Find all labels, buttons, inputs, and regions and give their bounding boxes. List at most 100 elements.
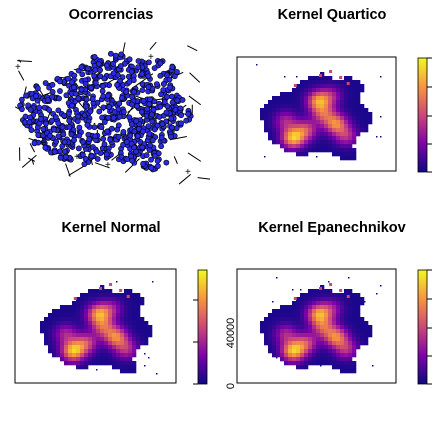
heatmap-quartico-cell (348, 104, 353, 109)
heatmap-epanechnikov-cell (320, 309, 325, 314)
heatmap-quartico-cell (284, 136, 289, 141)
heatmap-quartico-cell (308, 112, 313, 117)
occurrence-point (84, 122, 91, 128)
heatmap-epanechnikov-cell (308, 345, 313, 350)
heatmap-epanechnikov-cell (368, 333, 373, 338)
heatmap-quartico-cell (340, 120, 345, 125)
occurrence-point (71, 72, 78, 79)
occurrence-point (61, 139, 68, 145)
heatmap-epanechnikov-cell (300, 337, 305, 342)
occurrence-point (81, 161, 88, 167)
heatmap-normal-cell (104, 341, 109, 346)
heatmap-quartico (256, 64, 382, 161)
heatmap-epanechnikov-cell (348, 289, 353, 294)
heatmap-quartico-cell (296, 128, 301, 133)
heatmap-quartico-cell (336, 128, 341, 133)
occurrence-point (40, 139, 47, 146)
heatmap-normal-cell (88, 313, 93, 318)
occurrence-point (69, 79, 75, 86)
heatmap-epanechnikov-cell (336, 325, 341, 330)
heatmap-epanechnikov-cell (292, 289, 294, 291)
heatmap-quartico-cell (320, 132, 325, 137)
heatmap-quartico-cell (304, 96, 309, 101)
heatmap-normal-cell (104, 357, 109, 362)
heatmap-normal-cell (88, 317, 93, 322)
heatmap-epanechnikov-cell (336, 349, 341, 354)
heatmap-normal-cell (136, 321, 141, 326)
heatmap-epanechnikov-cell (344, 361, 349, 366)
heatmap-quartico-cell (328, 96, 333, 101)
heatmap-epanechnikov-cell (360, 321, 365, 326)
heatmap-epanechnikov-cell (352, 301, 357, 306)
heatmap-normal-cell (112, 317, 117, 322)
heatmap-quartico-cell (356, 128, 361, 133)
occurrence-point (128, 121, 135, 128)
heatmap-epanechnikov-cell (280, 309, 285, 314)
heatmap-epanechnikov-cell (336, 293, 341, 298)
heatmap-normal-cell (56, 329, 61, 334)
heatmap-quartico-cell (268, 108, 273, 113)
heatmap-quartico-cell (300, 112, 305, 117)
heatmap-quartico-cell (360, 120, 365, 125)
occurrence-point (96, 108, 103, 115)
heatmap-epanechnikov-cell (312, 325, 317, 330)
heatmap-epanechnikov-cell (324, 313, 329, 318)
heatmap-normal-cell (80, 337, 85, 342)
heatmap-normal-cell (104, 317, 109, 322)
heatmap-quartico-cell (340, 136, 345, 141)
heatmap-normal-cell (52, 321, 57, 326)
heatmap-epanechnikov-cell (332, 297, 337, 302)
heatmap-normal-cell (80, 361, 85, 366)
occurrence-point (138, 109, 145, 115)
heatmap-epanechnikov-cell (328, 289, 333, 294)
heatmap-normal-cell (136, 301, 141, 306)
occurrence-point (116, 113, 123, 120)
heatmap-epanechnikov-cell (328, 313, 333, 318)
heatmap-epanechnikov-cell (316, 305, 321, 310)
heatmap-epanechnikov-cell (284, 321, 289, 326)
heatmap-quartico-cell (352, 88, 357, 93)
heatmap-epanechnikov-cell (348, 325, 353, 330)
heatmap-quartico-cell (272, 136, 277, 141)
heatmap-normal-cell (109, 283, 113, 286)
heatmap-epanechnikov-cell (324, 341, 329, 346)
heatmap-normal-cell (136, 341, 141, 346)
heatmap-quartico-cell (316, 140, 321, 145)
heatmap-epanechnikov-cell (364, 333, 369, 338)
heatmap-quartico-cell (340, 80, 345, 85)
heatmap-epanechnikov-cell (316, 325, 321, 330)
occurrence-point (19, 106, 25, 113)
occurrence-point (57, 154, 64, 161)
heatmap-normal-cell (60, 321, 65, 326)
occurrence-point (123, 88, 130, 95)
road-segment (93, 122, 96, 125)
occurrence-point (72, 90, 79, 97)
heatmap-epanechnikov-cell (296, 297, 301, 302)
heatmap-epanechnikov-cell (296, 301, 301, 306)
heatmap-normal-cell (72, 337, 77, 342)
occurrence-point (75, 113, 82, 120)
heatmap-epanechnikov-cell (340, 317, 345, 322)
heatmap-quartico-cell (328, 108, 333, 113)
colorbar-quartico-ticks (427, 57, 432, 173)
occurrence-point (117, 77, 124, 84)
heatmap-normal-cell (48, 313, 53, 318)
heatmap-normal-cell (132, 309, 137, 314)
heatmap-epanechnikov-cell (328, 305, 333, 310)
heatmap-epanechnikov-cell (300, 365, 305, 370)
heatmap-normal-cell (92, 325, 97, 330)
heatmap-normal-cell (108, 317, 113, 322)
heatmap-normal-cell (108, 297, 113, 302)
heatmap-normal-cell (116, 361, 121, 366)
heatmap-quartico-cell (308, 144, 313, 149)
occurrence-point (128, 68, 135, 75)
heatmap-quartico-cell (304, 92, 309, 97)
heatmap-quartico-cell (268, 128, 273, 133)
occurrence-point (139, 144, 146, 151)
heatmap-quartico-cell (304, 124, 309, 129)
heatmap-epanechnikov-cell (284, 353, 289, 358)
occurrence-point (147, 142, 154, 149)
heatmap-normal-cell (100, 353, 105, 358)
heatmap-normal-cell (96, 345, 101, 350)
heatmap-epanechnikov-cell (356, 333, 361, 338)
